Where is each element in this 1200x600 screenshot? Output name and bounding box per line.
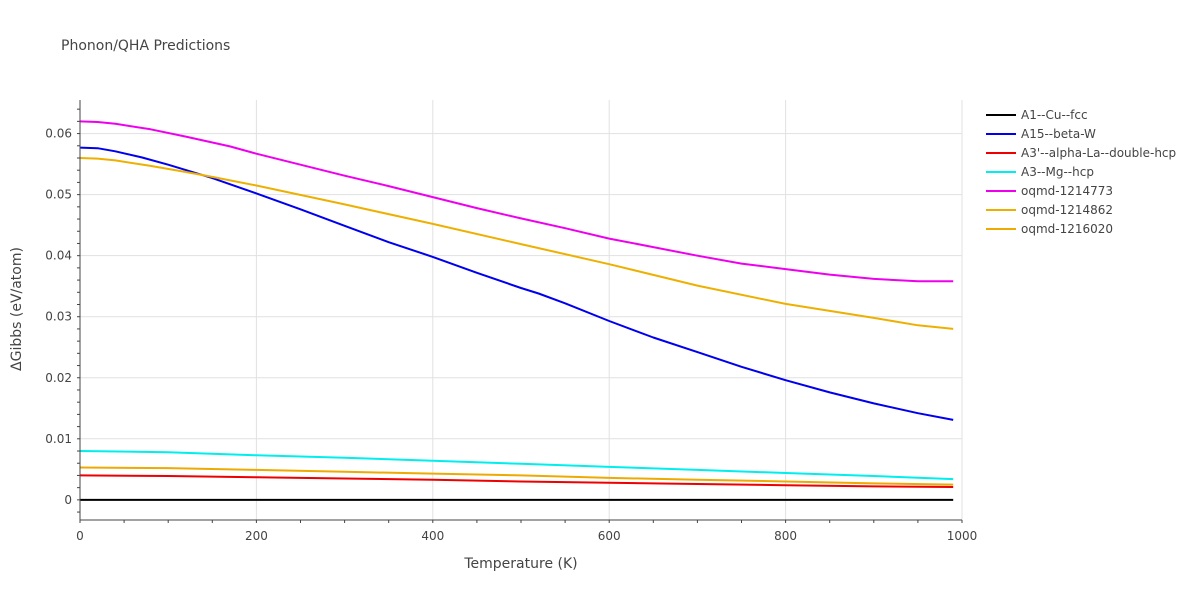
x-tick-label: 200 bbox=[245, 529, 268, 543]
legend-label: A3'--alpha-La--double-hcp bbox=[1021, 146, 1176, 160]
legend-label: oqmd-1216020 bbox=[1021, 222, 1113, 236]
legend-label: A3--Mg--hcp bbox=[1021, 165, 1094, 179]
y-tick-label: 0.01 bbox=[45, 432, 72, 446]
legend-label: A15--beta-W bbox=[1021, 127, 1096, 141]
series-line-2[interactable] bbox=[79, 474, 954, 488]
grid bbox=[80, 100, 963, 520]
legend[interactable]: A1--Cu--fcc A15--beta-W A3'--alpha-La--dou… bbox=[986, 108, 1176, 236]
legend-label: oqmd-1214862 bbox=[1021, 203, 1113, 217]
tick-labels: 0 200 400 600 800 1000 0 0.01 0.02 0.03 0.04 0.05 0.… bbox=[45, 127, 977, 543]
y-axis-title: ΔGibbs (eV/atom) bbox=[9, 247, 25, 371]
legend-item[interactable]: oqmd-1216020 bbox=[986, 222, 1113, 236]
legend-item[interactable]: oqmd-1214773 bbox=[986, 184, 1113, 198]
x-tick-label: 0 bbox=[76, 529, 84, 543]
series-line-3[interactable] bbox=[79, 450, 954, 481]
y-tick-label: 0.05 bbox=[45, 188, 72, 202]
legend-label: A1--Cu--fcc bbox=[1021, 108, 1088, 122]
y-tick-label: 0 bbox=[64, 493, 72, 507]
legend-item[interactable]: A3--Mg--hcp bbox=[986, 165, 1094, 179]
legend-item[interactable]: A15--beta-W bbox=[986, 127, 1096, 141]
series-line-1[interactable] bbox=[79, 146, 954, 421]
legend-item[interactable]: A1--Cu--fcc bbox=[986, 108, 1088, 122]
series-line-5[interactable] bbox=[79, 157, 954, 330]
series-layer bbox=[79, 120, 954, 488]
axes bbox=[77, 100, 963, 523]
x-tick-label: 800 bbox=[774, 529, 797, 543]
x-tick-label: 1000 bbox=[947, 529, 978, 543]
y-tick-label: 0.06 bbox=[45, 127, 72, 141]
legend-item[interactable]: A3'--alpha-La--double-hcp bbox=[986, 146, 1176, 160]
x-axis-title: Temperature (K) bbox=[463, 556, 577, 572]
legend-item[interactable]: oqmd-1214862 bbox=[986, 203, 1113, 217]
y-tick-label: 0.03 bbox=[45, 310, 72, 324]
series-line-6[interactable] bbox=[79, 466, 954, 486]
x-tick-label: 400 bbox=[421, 529, 444, 543]
x-tick-label: 600 bbox=[598, 529, 621, 543]
y-tick-label: 0.04 bbox=[45, 249, 72, 263]
legend-label: oqmd-1214773 bbox=[1021, 184, 1113, 198]
y-tick-label: 0.02 bbox=[45, 371, 72, 385]
chart-title: Phonon/QHA Predictions bbox=[61, 38, 230, 54]
series-line-4[interactable] bbox=[79, 120, 954, 283]
